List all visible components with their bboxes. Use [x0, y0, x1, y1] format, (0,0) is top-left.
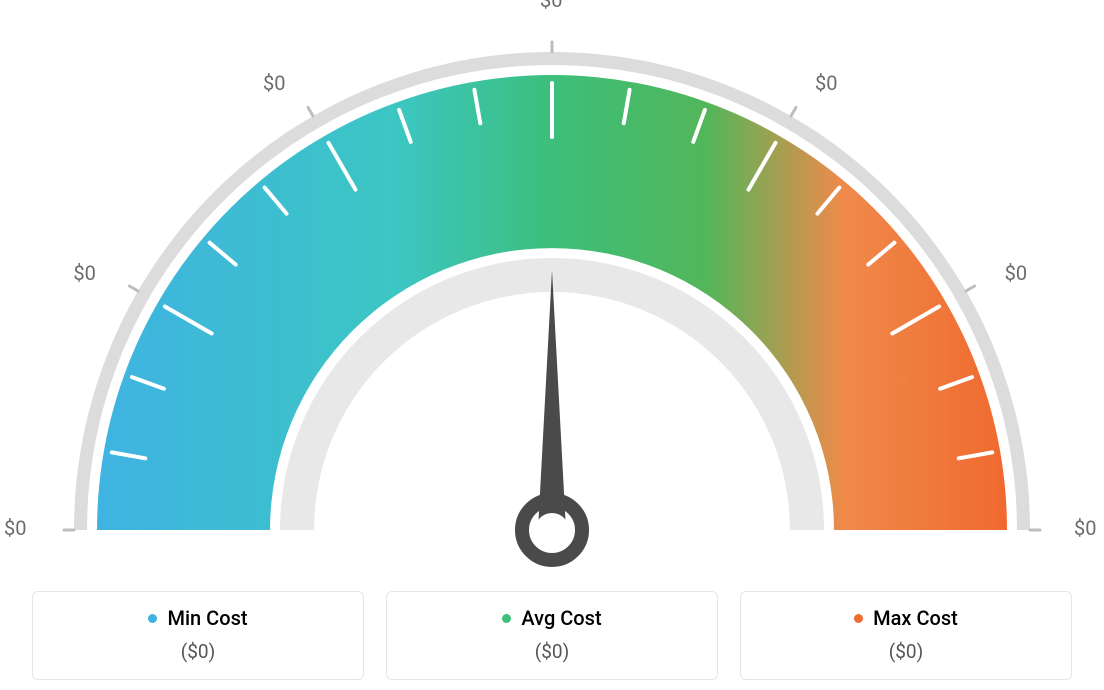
- gauge-tick-label: $0: [815, 71, 837, 95]
- legend-card-avg: Avg Cost ($0): [386, 591, 718, 680]
- legend-label-max: Max Cost: [873, 606, 958, 630]
- gauge-svg: [32, 10, 1072, 570]
- gauge-chart: $0$0$0$0$0$0$0: [32, 10, 1072, 570]
- gauge-tick-label: $0: [4, 516, 26, 540]
- legend-card-max: Max Cost ($0): [740, 591, 1072, 680]
- legend-card-min: Min Cost ($0): [32, 591, 364, 680]
- legend-row: Min Cost ($0) Avg Cost ($0) Max Cost ($0…: [32, 591, 1072, 680]
- gauge-tick-label: $0: [1005, 261, 1027, 285]
- gauge-tick-label: $0: [1074, 516, 1096, 540]
- gauge-tick-label: $0: [73, 261, 95, 285]
- legend-title-avg: Avg Cost: [502, 606, 601, 630]
- gauge-tick-label: $0: [263, 71, 285, 95]
- legend-title-min: Min Cost: [148, 606, 247, 630]
- legend-value-avg: ($0): [397, 640, 707, 663]
- legend-label-avg: Avg Cost: [521, 606, 601, 630]
- legend-dot-max: [854, 614, 863, 623]
- gauge-tick-label: $0: [540, 0, 562, 12]
- cost-gauge-widget: $0 $0 $0 $0 $0 $0 $0 Min Cost ($0) Avg Cost ($…: [0, 0, 1104, 690]
- legend-title-max: Max Cost: [854, 606, 958, 630]
- legend-dot-min: [148, 614, 157, 623]
- legend-dot-avg: [502, 614, 511, 623]
- legend-value-max: ($0): [751, 640, 1061, 663]
- legend-label-min: Min Cost: [167, 606, 247, 630]
- gauge-needle: [522, 270, 582, 560]
- legend-value-min: ($0): [43, 640, 353, 663]
